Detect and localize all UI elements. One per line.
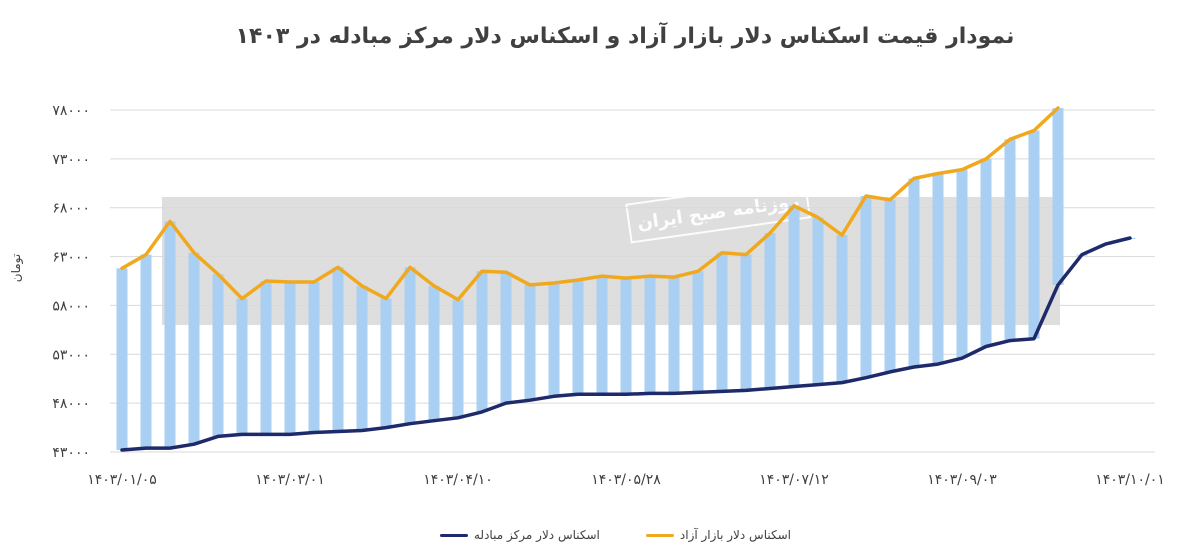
range-bar [716,252,728,392]
y-tick-label: ۵۸۰۰۰ [52,298,90,314]
range-bar [980,158,992,347]
y-axis-ticks: ۴۳۰۰۰ ۴۸۰۰۰ ۵۳۰۰۰ ۵۸۰۰۰ ۶۳۰۰۰ ۶۸۰۰۰ ۷۳۰۰۰ ۷۸۰۰۰ [52,103,90,461]
x-tick-label: ۱۴۰۳/۰۱/۰۵ [87,472,157,488]
x-tick-label: ۱۴۰۳/۰۳/۰۱ [255,472,325,488]
x-tick-label: ۱۴۰۳/۱۰/۰۱ [1095,472,1165,488]
range-bar [644,276,656,394]
y-tick-label: ۴۸۰۰۰ [52,396,90,412]
range-bar [596,276,608,395]
range-bar [260,281,272,435]
range-bar [380,298,392,428]
range-bar [524,284,536,401]
range-bar [620,278,632,395]
series-line-exchange-center [120,236,1132,452]
range-bar [476,271,488,412]
y-tick-label: ۷۸۰۰۰ [52,103,90,119]
range-bar [308,281,320,433]
range-bar [1004,139,1016,341]
range-bar [188,252,200,445]
y-tick-label: ۶۳۰۰۰ [52,250,90,266]
x-tick-label: ۱۴۰۳/۰۷/۱۲ [759,472,829,488]
range-bar [812,217,824,385]
range-bar [428,285,440,421]
series-lines [120,106,1132,452]
y-tick-label: ۴۳۰۰۰ [52,445,90,461]
legend-swatch-exchange-center [440,533,468,537]
legend-item-free-market: اسکناس دلار بازار آزاد [645,528,791,542]
y-axis-label: تومان [9,254,24,282]
range-bars [116,108,1136,451]
range-bar [836,235,848,383]
x-tick-label: ۱۴۰۳/۰۹/۰۳ [927,472,997,488]
range-bar [284,281,296,435]
y-tick-label: ۷۳۰۰۰ [52,152,90,168]
legend-item-exchange-center: اسکناس دلار مرکز مبادله [440,528,600,542]
chart-title: نمودار قیمت اسکناس دلار بازار آزاد و اسک… [235,24,1015,49]
x-axis-ticks: ۱۴۰۳/۰۱/۰۵ ۱۴۰۳/۰۳/۰۱ ۱۴۰۳/۰۴/۱۰ ۱۴۰۳/۰۵/۲۸… [87,472,1165,488]
range-bar [452,299,464,418]
legend-label-exchange-center: اسکناس دلار مرکز مبادله [474,528,600,542]
legend-swatch-free-market [645,533,674,537]
range-bar [212,274,224,437]
range-bar [692,271,704,393]
x-tick-label: ۱۴۰۳/۰۵/۲۸ [591,472,661,488]
range-bar [668,277,680,394]
range-bar [164,221,176,449]
range-bar [860,195,872,378]
range-bar [404,267,416,424]
range-bar [908,178,920,367]
y-tick-label: ۵۳۰۰۰ [52,347,90,363]
range-bar [932,173,944,365]
range-bar [116,268,128,451]
range-bar [740,254,752,391]
range-bar [356,285,368,431]
x-tick-label: ۱۴۰۳/۰۴/۱۰ [423,472,493,488]
range-bar [140,254,152,449]
range-bar [572,280,584,395]
range-bar [236,298,248,435]
series-line-free-market [120,106,1060,302]
range-bar [1052,108,1064,285]
range-bar [764,233,776,389]
range-bar [884,199,896,372]
y-tick-label: ۶۸۰۰۰ [52,201,90,217]
range-bar [1028,130,1040,339]
legend-label-free-market: اسکناس دلار بازار آزاد [679,528,791,542]
watermark: روزنامه صبح ایران [162,178,1060,325]
legend: اسکناس دلار بازار آزاد اسکناس دلار مرکز … [440,528,791,542]
range-bar [548,282,560,397]
range-bar [788,205,800,387]
range-bar [500,272,512,404]
range-bar [956,169,968,359]
range-bar [332,267,344,432]
